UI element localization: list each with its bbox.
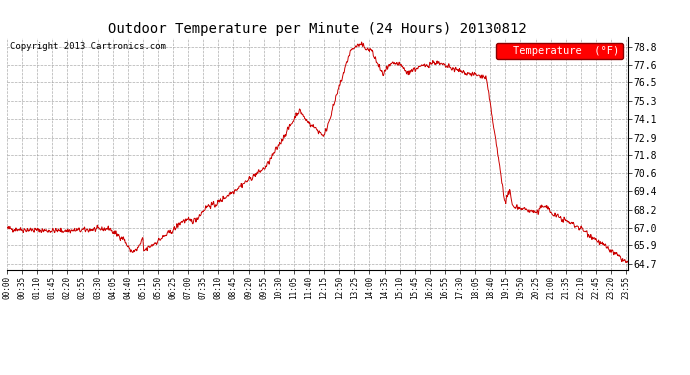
Legend: Temperature  (°F): Temperature (°F) xyxy=(495,43,622,59)
Title: Outdoor Temperature per Minute (24 Hours) 20130812: Outdoor Temperature per Minute (24 Hours… xyxy=(108,22,526,36)
Text: Copyright 2013 Cartronics.com: Copyright 2013 Cartronics.com xyxy=(10,42,166,51)
